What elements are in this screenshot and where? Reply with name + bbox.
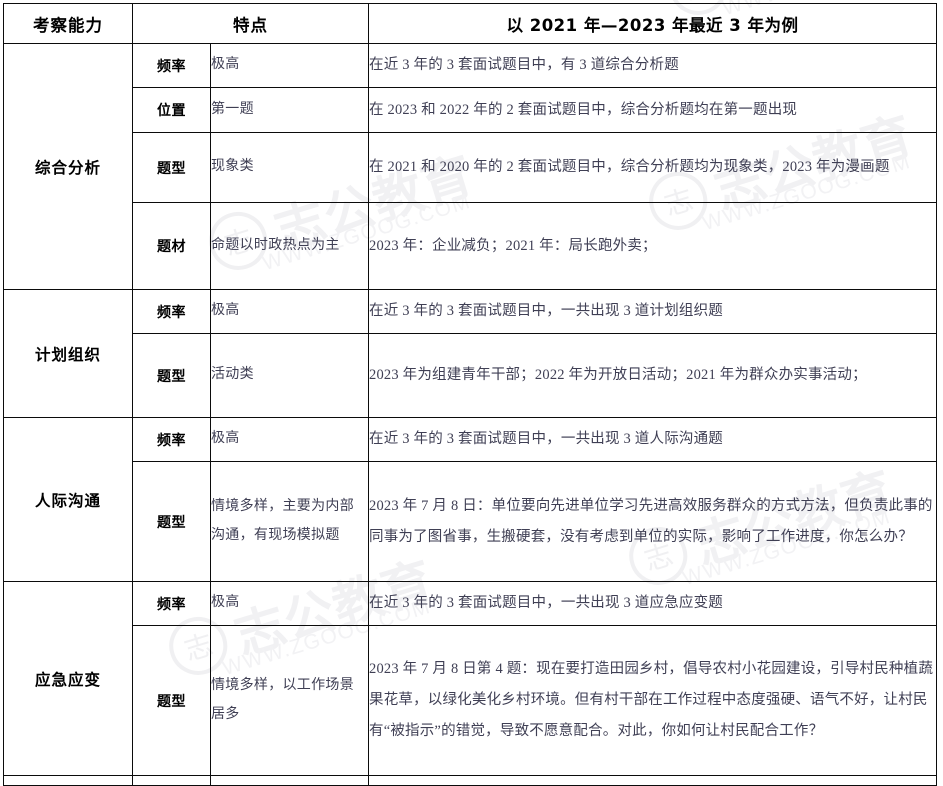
- example-text: 2023 年 7 月 8 日第 4 题：现在要打造田园乡村，倡导农村小花园建设，…: [368, 625, 937, 776]
- feature-text: 极高: [210, 417, 369, 462]
- header-feature: 特点: [132, 3, 369, 44]
- table-row: 计划组织 频率 极高 在近 3 年的 3 套面试题目中，一共出现 3 道计划组织…: [3, 289, 937, 418]
- example-text: 2023 年 7 月 8 日：单位要向先进单位学习先进高效服务群众的方式方法，但…: [368, 461, 937, 582]
- example-text: 在近 3 年的 3 套面试题目中，一共出现 3 道应急应变题: [368, 581, 937, 626]
- aspect-label-truncated: [132, 775, 211, 786]
- feature-text: 极高: [210, 581, 369, 626]
- example-text: 在近 3 年的 3 套面试题目中，有 3 道综合分析题: [368, 43, 937, 88]
- aspect-label: 频率: [132, 581, 211, 626]
- example-text: 在近 3 年的 3 套面试题目中，一共出现 3 道人际沟通题: [368, 417, 937, 462]
- aspect-label: 题型: [132, 625, 211, 776]
- header-example: 以 2021 年—2023 年最近 3 年为例: [368, 3, 937, 44]
- feature-text: 情境多样，主要为内部沟通，有现场模拟题: [210, 461, 369, 582]
- feature-text: 第一题: [210, 87, 369, 133]
- table-header-row: 考察能力 特点 以 2021 年—2023 年最近 3 年为例: [3, 3, 937, 44]
- example-text: 2023 年为组建青年干部；2022 年为开放日活动；2021 年为群众办实事活…: [368, 333, 937, 418]
- feature-text: 极高: [210, 43, 369, 88]
- aspect-label: 频率: [132, 289, 211, 334]
- table-row: 题材 命题以时政热点为主 2023 年：企业减负；2021 年：局长跑外卖；: [4, 202, 937, 290]
- table-row: 位置 第一题 在 2023 和 2022 年的 2 套面试题目中，综合分析题均在…: [4, 87, 937, 133]
- header-ability: 考察能力: [3, 3, 133, 44]
- table-row: 题型 现象类 在 2021 和 2020 年的 2 套面试题目中，综合分析题均为…: [4, 132, 937, 203]
- table-row-truncated: [3, 775, 937, 786]
- example-text: 在近 3 年的 3 套面试题目中，一共出现 3 道计划组织题: [368, 289, 937, 334]
- feature-text: 命题以时政热点为主: [210, 202, 369, 290]
- table-row: 应急应变 频率 极高 在近 3 年的 3 套面试题目中，一共出现 3 道应急应变…: [3, 581, 937, 776]
- feature-text: 情境多样，以工作场景居多: [210, 625, 369, 776]
- table-row: 人际沟通 频率 极高 在近 3 年的 3 套面试题目中，一共出现 3 道人际沟通…: [3, 417, 937, 582]
- group-label-comprehensive-analysis: 综合分析: [3, 43, 133, 290]
- exam-ability-analysis-table-container: 考察能力 特点 以 2021 年—2023 年最近 3 年为例 综合分析 频率 …: [3, 3, 937, 786]
- aspect-label: 题材: [132, 202, 211, 290]
- group-label-truncated: [3, 775, 133, 786]
- table-row: 综合分析 频率 极高 在近 3 年的 3 套面试题目中，有 3 道综合分析题: [3, 43, 937, 290]
- group-label-planning-organization: 计划组织: [3, 289, 133, 418]
- table-row: 题型 情境多样，主要为内部沟通，有现场模拟题 2023 年 7 月 8 日：单位…: [4, 461, 937, 582]
- group-label-interpersonal-communication: 人际沟通: [3, 417, 133, 582]
- example-text: 2023 年：企业减负；2021 年：局长跑外卖；: [368, 202, 937, 290]
- table-row: 题型 活动类 2023 年为组建青年干部；2022 年为开放日活动；2021 年…: [4, 333, 937, 418]
- feature-text-truncated: [210, 775, 369, 786]
- feature-text: 现象类: [210, 132, 369, 203]
- example-text: 在 2023 和 2022 年的 2 套面试题目中，综合分析题均在第一题出现: [368, 87, 937, 133]
- aspect-label: 题型: [132, 333, 211, 418]
- example-text-truncated: [368, 775, 937, 786]
- exam-ability-analysis-table: 考察能力 特点 以 2021 年—2023 年最近 3 年为例 综合分析 频率 …: [3, 3, 937, 786]
- aspect-label: 题型: [132, 132, 211, 203]
- feature-text: 活动类: [210, 333, 369, 418]
- aspect-label: 题型: [132, 461, 211, 582]
- aspect-label: 频率: [132, 43, 211, 88]
- group-label-emergency-response: 应急应变: [3, 581, 133, 776]
- feature-text: 极高: [210, 289, 369, 334]
- aspect-label: 频率: [132, 417, 211, 462]
- aspect-label: 位置: [132, 87, 211, 133]
- example-text: 在 2021 和 2020 年的 2 套面试题目中，综合分析题均为现象类，202…: [368, 132, 937, 203]
- table-row: 题型 情境多样，以工作场景居多 2023 年 7 月 8 日第 4 题：现在要打…: [4, 625, 937, 776]
